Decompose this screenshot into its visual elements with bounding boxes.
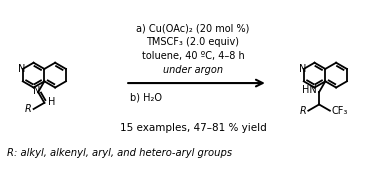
Text: R: R	[25, 104, 32, 114]
Text: N: N	[18, 64, 25, 74]
Text: 15 examples, 47–81 % yield: 15 examples, 47–81 % yield	[119, 123, 266, 133]
Text: H: H	[48, 97, 56, 107]
Text: CF₃: CF₃	[332, 106, 348, 116]
Text: N: N	[299, 64, 307, 74]
Text: b) H₂O: b) H₂O	[130, 93, 162, 103]
Text: toluene, 40 ºC, 4–8 h: toluene, 40 ºC, 4–8 h	[142, 51, 244, 61]
Text: TMSCF₃ (2.0 equiv): TMSCF₃ (2.0 equiv)	[147, 37, 240, 47]
Text: R: alkyl, alkenyl, aryl, and hetero-aryl groups: R: alkyl, alkenyl, aryl, and hetero-aryl…	[7, 147, 232, 158]
Text: R: R	[300, 106, 306, 116]
Text: under argon: under argon	[163, 65, 223, 75]
Text: N: N	[33, 86, 40, 96]
Text: HN: HN	[302, 85, 317, 95]
Text: a) Cu(OAc)₂ (20 mol %): a) Cu(OAc)₂ (20 mol %)	[136, 23, 250, 33]
